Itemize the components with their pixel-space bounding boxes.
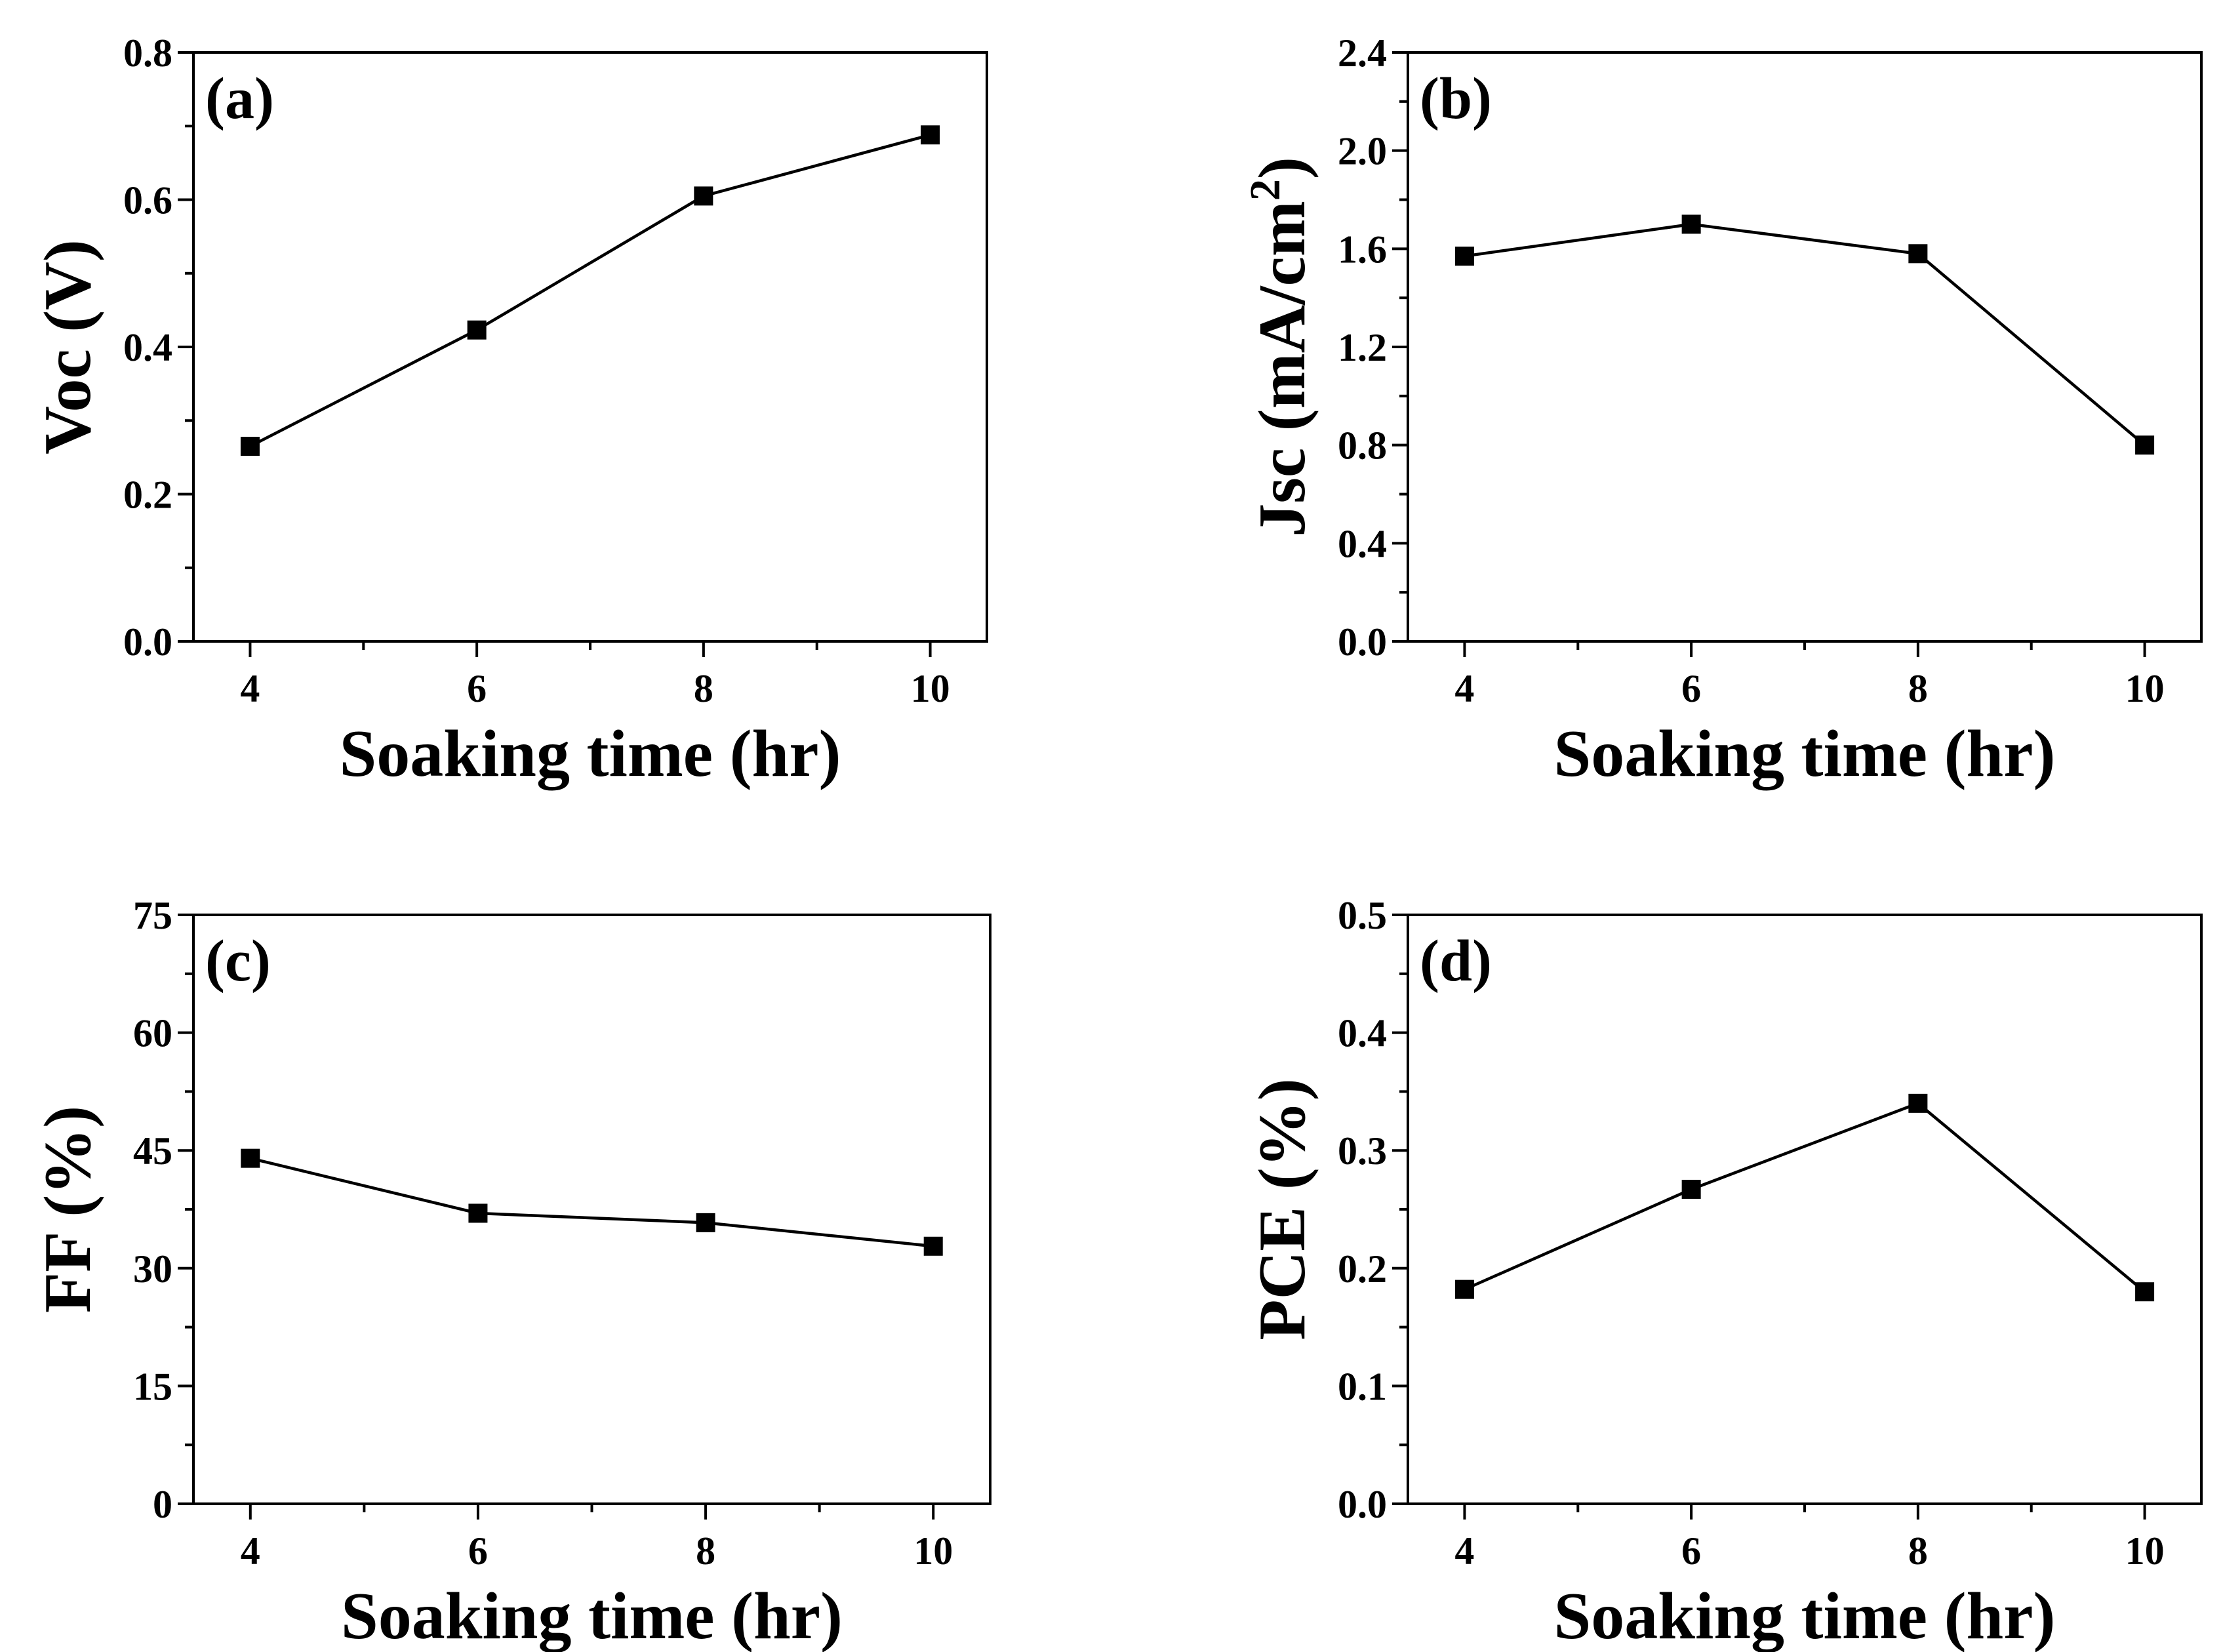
- panel-c-y-tick-label: 45: [133, 1129, 172, 1173]
- panel-a-y-axis-title: Voc (V): [31, 239, 105, 454]
- panel-c-x-tick-label: 10: [913, 1529, 953, 1573]
- panel-c-data-point: [696, 1213, 715, 1232]
- panel-d-plot-frame: [1407, 914, 2203, 1505]
- panel-b-y-axis-title-suffix: ): [1245, 157, 1319, 179]
- panel-d-x-tick-label: 10: [2125, 1529, 2165, 1573]
- panel-c-y-tick-label: 60: [133, 1012, 172, 1055]
- panel-a-voc: 4 6 8 10 0.0 0.2 0.4 0.6 0.8 Soaking time (hr) Voc…: [31, 31, 988, 791]
- panel-c-plot-frame: [192, 914, 991, 1505]
- panel-d-data-point: [1454, 1279, 1474, 1299]
- panel-b-y-axis-title: Jsc (mA/cm2): [1241, 157, 1319, 537]
- panel-b-plot-frame: [1407, 51, 2203, 643]
- panel-d-data-point: [1681, 1179, 1701, 1199]
- panel-b-y-axis-title-superscript: 2: [1241, 179, 1289, 201]
- panel-d-x-tick-label: 6: [1681, 1529, 1701, 1573]
- panel-a-y-tick-label: 0.8: [123, 31, 172, 75]
- panel-c-y-tick-label: 75: [133, 894, 172, 937]
- panel-c-y-axis-title-text: FF (%): [31, 1106, 105, 1313]
- panel-d-series-line: [1464, 1101, 2146, 1293]
- panel-d-data-point: [2135, 1282, 2155, 1302]
- panel-d-data-point: [1908, 1093, 1928, 1113]
- panel-a-x-tick-label: 6: [467, 667, 487, 710]
- panel-b-x-axis-title: Soaking time (hr): [1554, 717, 2056, 791]
- panel-c-y-tick-label: 0: [153, 1483, 172, 1526]
- panel-b-y-tick-label: 0.8: [1338, 424, 1387, 468]
- panel-d-y-axis-title: PCE (%): [1245, 1078, 1319, 1340]
- panel-b-data-point: [2135, 435, 2155, 455]
- panel-a-data-point: [240, 437, 260, 456]
- panel-c-label: (c): [205, 929, 271, 994]
- panel-a-x-tick-label: 10: [911, 667, 950, 710]
- panel-b-x-tick-label: 8: [1908, 667, 1928, 710]
- panel-d-pce: 4 6 8 10 0.0 0.1 0.2 0.3 0.4 0.5 Soaking time (hr)…: [1245, 894, 2203, 1652]
- panel-d-y-tick-label: 0.1: [1338, 1365, 1387, 1408]
- panel-d-x-tick-label: 8: [1908, 1529, 1928, 1573]
- panel-b-y-tick-label: 0.4: [1338, 522, 1387, 565]
- panel-d-y-tick-label: 0.2: [1338, 1247, 1387, 1291]
- panel-b-y-tick-label: 1.2: [1338, 326, 1387, 369]
- panel-d-y-tick-label: 0.5: [1338, 894, 1387, 937]
- panel-c-data-point: [241, 1148, 260, 1168]
- panel-a-label: (a): [205, 66, 274, 131]
- panel-a-x-tick-label: 4: [240, 667, 260, 710]
- panel-b-x-tick-label: 4: [1454, 667, 1474, 710]
- panel-d-label: (d): [1420, 929, 1492, 994]
- panel-c-ff: 4 6 8 10 0 15 30 45 60 75 Soaking time (hr) FF (%) (…: [31, 894, 991, 1652]
- panel-c-data-point: [468, 1203, 488, 1223]
- panel-a-y-tick-label: 0.0: [123, 620, 172, 664]
- panel-a-plot-frame: [192, 51, 988, 643]
- panel-b-x-tick-label: 10: [2125, 667, 2165, 710]
- panel-b-x-tick-label: 6: [1681, 667, 1701, 710]
- panel-d-y-axis-title-text: PCE (%): [1245, 1078, 1319, 1340]
- panel-b-y-axis-title-text: Jsc (mA/cm: [1245, 201, 1319, 537]
- panel-b-series-line: [1464, 222, 2146, 447]
- panel-b-data-point: [1908, 244, 1928, 264]
- panel-c-y-axis-title: FF (%): [31, 1106, 105, 1313]
- panel-a-data-point: [467, 320, 487, 340]
- panel-a-data-point: [694, 186, 713, 206]
- panel-c-y-tick-label: 15: [133, 1365, 172, 1408]
- panel-a-y-tick-label: 0.6: [123, 179, 172, 222]
- panel-a-data-point: [921, 125, 940, 145]
- panel-a-series-line: [249, 133, 931, 448]
- panel-b-jsc: 4 6 8 10 0.0 0.4 0.8 1.2 1.6 2.0 2.4 Soaking time (…: [1241, 31, 2203, 791]
- panel-c-x-axis-title: Soaking time (hr): [341, 1579, 843, 1652]
- panel-a-y-tick-label: 0.2: [123, 473, 172, 517]
- panel-a-y-tick-label: 0.4: [123, 326, 172, 369]
- panel-a-x-axis-title: Soaking time (hr): [340, 717, 841, 791]
- panel-b-y-tick-label: 0.0: [1338, 620, 1387, 664]
- panel-b-y-tick-label: 1.6: [1338, 228, 1387, 271]
- panel-b-data-point: [1681, 214, 1701, 234]
- panel-a-x-tick-label: 8: [694, 667, 713, 710]
- panel-b-data-point: [1454, 247, 1474, 266]
- panel-d-y-tick-label: 0.0: [1338, 1483, 1387, 1526]
- panel-c-x-tick-label: 8: [696, 1529, 715, 1573]
- panel-b-label: (b): [1420, 66, 1492, 131]
- panel-b-y-tick-label: 2.4: [1338, 31, 1387, 75]
- panel-c-series-line: [250, 1156, 934, 1248]
- panel-b-y-tick-label: 2.0: [1338, 130, 1387, 173]
- panel-a-y-axis-title-text: Voc (V): [31, 239, 105, 454]
- panel-c-data-point: [923, 1236, 943, 1256]
- panel-d-y-tick-label: 0.4: [1338, 1012, 1387, 1055]
- panel-d-y-tick-label: 0.3: [1338, 1129, 1387, 1173]
- panel-d-x-axis-title: Soaking time (hr): [1554, 1579, 2056, 1652]
- panel-c-y-tick-label: 30: [133, 1247, 172, 1291]
- panel-c-x-tick-label: 4: [241, 1529, 260, 1573]
- panel-d-x-tick-label: 4: [1454, 1529, 1474, 1573]
- panel-c-x-tick-label: 6: [468, 1529, 488, 1573]
